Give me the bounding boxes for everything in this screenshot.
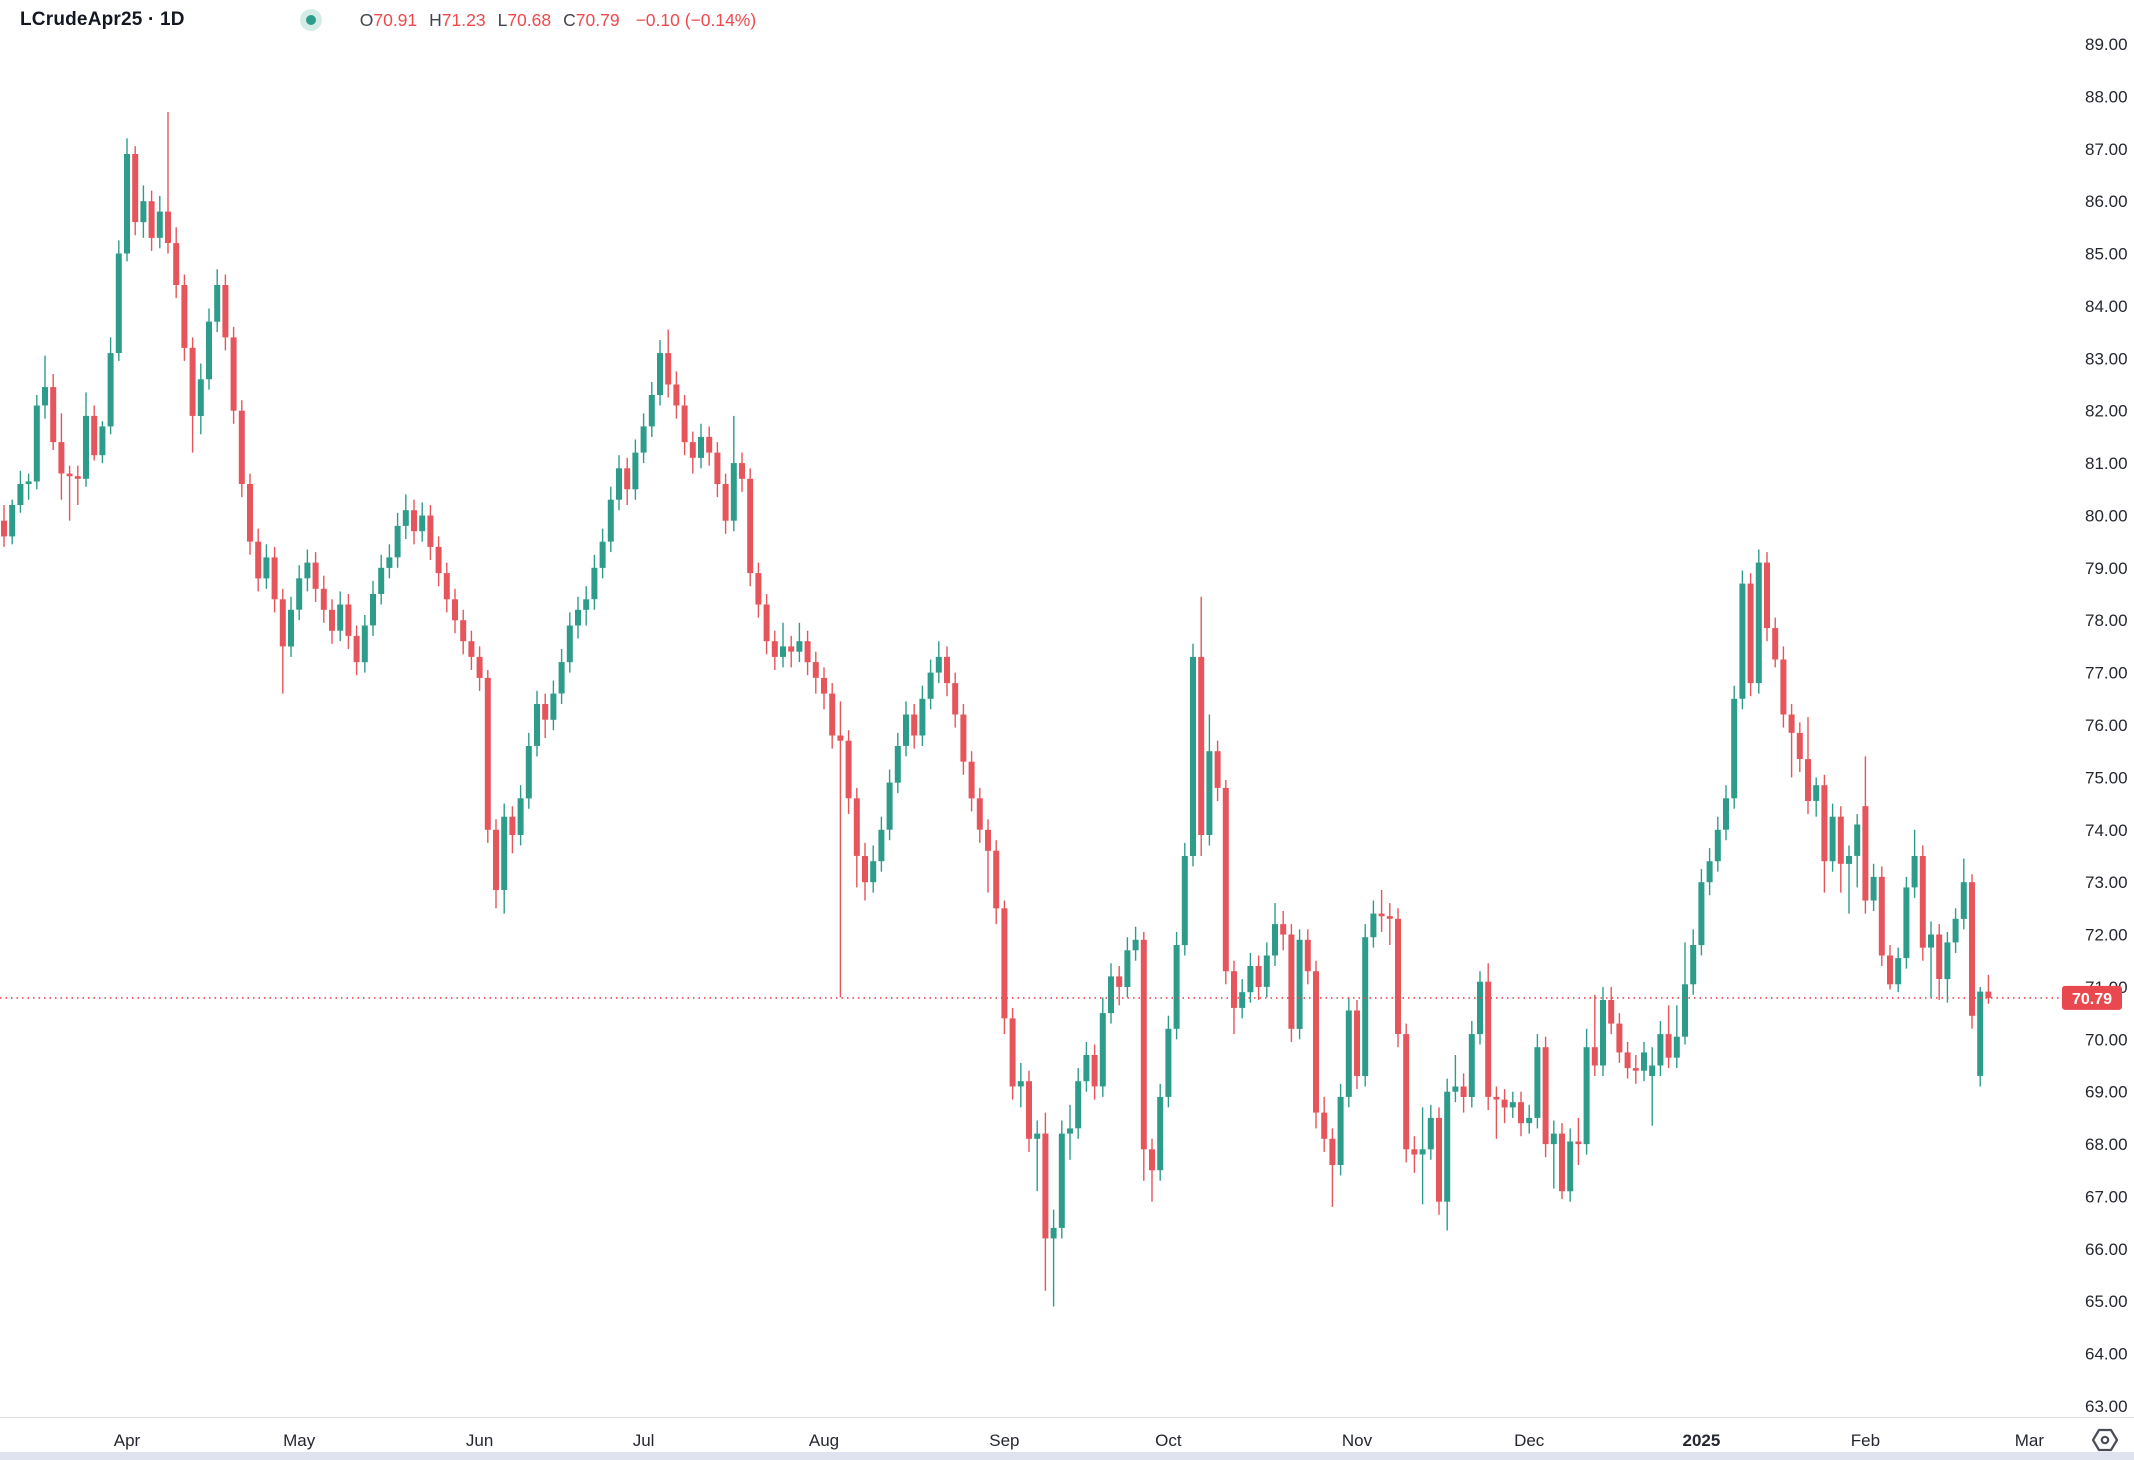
svg-text:74.00: 74.00	[2085, 821, 2128, 840]
time-label-Nov: Nov	[1342, 1431, 1373, 1450]
time-label-2025: 2025	[1682, 1431, 1720, 1450]
svg-text:70.79: 70.79	[2072, 991, 2112, 1008]
time-label-Sep: Sep	[989, 1431, 1019, 1450]
time-label-Jul: Jul	[633, 1431, 655, 1450]
svg-text:70.00: 70.00	[2085, 1030, 2128, 1049]
time-label-Mar: Mar	[2015, 1431, 2045, 1450]
symbol-title[interactable]: LCrudeApr25 · 1D	[20, 9, 185, 30]
time-label-May: May	[283, 1431, 316, 1450]
svg-text:68.00: 68.00	[2085, 1135, 2128, 1154]
svg-text:86.00: 86.00	[2085, 192, 2128, 211]
low-value: L70.68	[497, 9, 552, 30]
last-price-label: 70.79	[2062, 985, 2122, 1010]
time-label-Feb: Feb	[1851, 1431, 1880, 1450]
legend-marker-dot-icon[interactable]	[299, 9, 322, 31]
time-axis-separator	[0, 1417, 2134, 1418]
svg-text:67.00: 67.00	[2085, 1187, 2128, 1206]
svg-text:69.00: 69.00	[2085, 1083, 2128, 1102]
svg-text:81.00: 81.00	[2085, 454, 2128, 473]
high-value: H71.23	[429, 9, 486, 30]
change-value: −0.10 (−0.14%)	[635, 9, 757, 30]
svg-text:78.00: 78.00	[2085, 611, 2128, 630]
bottom-edge-strip	[0, 1452, 2134, 1460]
time-label-Aug: Aug	[809, 1431, 839, 1450]
ohlc-values: O70.91 H71.23 L70.68 C70.79 −0.10 (−0.14…	[360, 10, 756, 31]
time-label-Dec: Dec	[1514, 1431, 1545, 1450]
svg-text:87.00: 87.00	[2085, 140, 2128, 159]
svg-text:75.00: 75.00	[2085, 768, 2128, 787]
time-label-Oct: Oct	[1155, 1431, 1182, 1450]
price-axis[interactable]: 63.00 64.00 65.00 66.00 67.00 68.00 69.00 70.00…	[2085, 35, 2128, 1416]
time-axis-settings-icon[interactable]	[2090, 1426, 2120, 1454]
svg-text:77.00: 77.00	[2085, 664, 2128, 683]
close-value: C70.79	[563, 9, 620, 30]
svg-text:80.00: 80.00	[2085, 506, 2128, 525]
dot-icon	[305, 15, 316, 25]
svg-text:82.00: 82.00	[2085, 402, 2128, 421]
svg-text:88.00: 88.00	[2085, 87, 2128, 106]
svg-text:73.00: 73.00	[2085, 873, 2128, 892]
time-label-Apr: Apr	[114, 1431, 141, 1450]
svg-text:83.00: 83.00	[2085, 349, 2128, 368]
svg-text:72.00: 72.00	[2085, 926, 2128, 945]
svg-text:89.00: 89.00	[2085, 35, 2128, 54]
time-label-Jun: Jun	[466, 1431, 493, 1450]
svg-text:79.00: 79.00	[2085, 559, 2128, 578]
svg-text:66.00: 66.00	[2085, 1240, 2128, 1259]
svg-text:84.00: 84.00	[2085, 297, 2128, 316]
open-value: O70.91	[359, 9, 418, 30]
svg-text:76.00: 76.00	[2085, 716, 2128, 735]
svg-text:65.00: 65.00	[2085, 1292, 2128, 1311]
time-axis[interactable]: Apr May Jun Jul Aug Sep Oct Nov Dec 2025 Feb Mar	[114, 1431, 2045, 1450]
svg-text:85.00: 85.00	[2085, 245, 2128, 264]
svg-text:63.00: 63.00	[2085, 1397, 2128, 1416]
svg-text:64.00: 64.00	[2085, 1345, 2128, 1364]
candles-layer[interactable]	[1, 112, 1992, 1307]
chart-legend: LCrudeApr25 · 1D O70.91 H71.23 L70.68 C7…	[20, 9, 756, 31]
